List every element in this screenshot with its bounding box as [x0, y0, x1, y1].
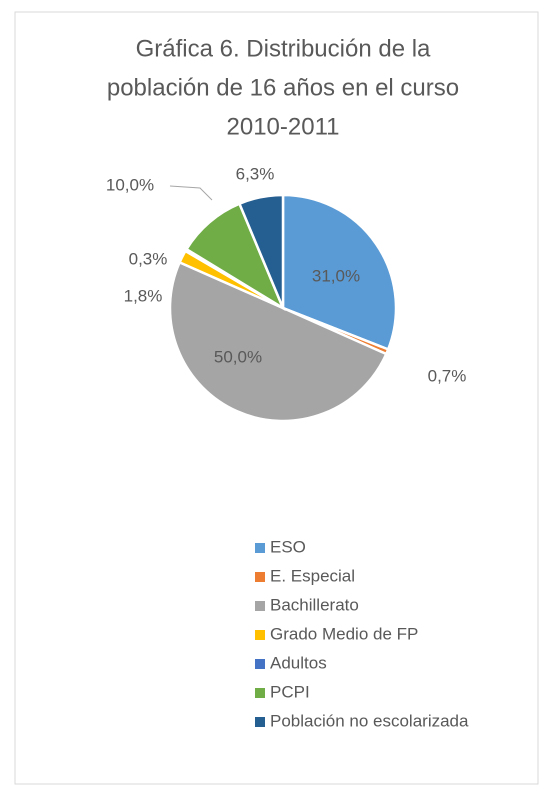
- legend-swatch: [255, 543, 265, 553]
- data-label: 6,3%: [236, 164, 275, 183]
- data-label: 0,7%: [428, 366, 467, 385]
- legend-swatch: [255, 688, 265, 698]
- legend-label: ESO: [270, 537, 306, 556]
- legend-label: Grado Medio de FP: [270, 624, 418, 643]
- chart-title: población de 16 años en el curso: [107, 74, 459, 101]
- pie-slice: [281, 193, 398, 352]
- data-label: 10,0%: [106, 175, 154, 194]
- chart-title: 2010-2011: [227, 113, 340, 140]
- legend-swatch: [255, 630, 265, 640]
- legend-swatch: [255, 659, 265, 669]
- data-label: 50,0%: [214, 347, 262, 366]
- legend-swatch: [255, 572, 265, 582]
- pie-slice: [184, 202, 286, 312]
- legend-label: Bachillerato: [270, 595, 359, 614]
- pie-slice: [237, 193, 285, 309]
- legend-label: PCPI: [270, 682, 310, 701]
- legend-swatch: [255, 717, 265, 727]
- legend-label: E. Especial: [270, 566, 355, 585]
- legend-label: Población no escolarizada: [270, 711, 469, 730]
- data-label: 0,3%: [129, 249, 168, 268]
- data-label: 31,0%: [312, 266, 360, 285]
- leader-line: [169, 185, 213, 201]
- chart-title: Gráfica 6. Distribución de la: [136, 35, 431, 62]
- data-label: 1,8%: [124, 286, 163, 305]
- legend-label: Adultos: [270, 653, 327, 672]
- legend-swatch: [255, 601, 265, 611]
- pie-slice: [168, 260, 388, 423]
